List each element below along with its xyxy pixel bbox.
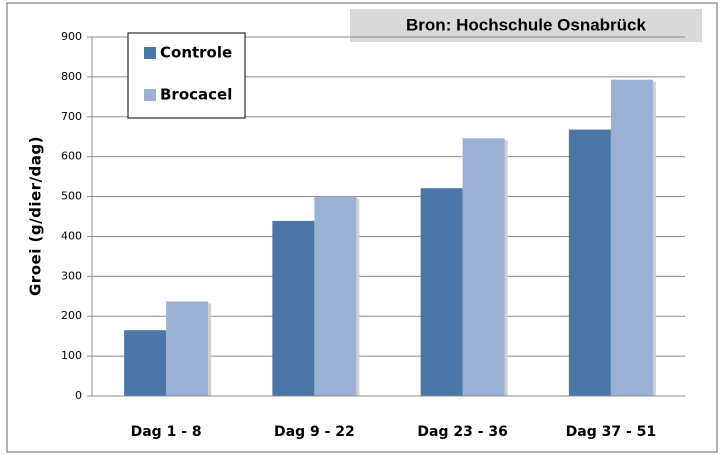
y-tick-label: 600 xyxy=(61,150,82,163)
bar xyxy=(166,301,209,396)
x-tick-label: Dag 37 - 51 xyxy=(566,424,657,440)
bar xyxy=(272,220,315,396)
y-tick-label: 700 xyxy=(61,110,82,123)
y-axis-label: Groei (g/dier/dag) xyxy=(27,136,45,296)
x-tick-label: Dag 9 - 22 xyxy=(274,424,355,440)
bar xyxy=(610,79,653,396)
legend-label: Brocacel xyxy=(160,86,232,104)
bar xyxy=(124,330,167,396)
y-tick-label: 300 xyxy=(61,269,82,282)
y-tick-label: 200 xyxy=(61,309,82,322)
legend-swatch xyxy=(144,47,156,59)
y-tick-label: 800 xyxy=(61,70,82,83)
x-tick-label: Dag 1 - 8 xyxy=(131,424,202,440)
bar xyxy=(314,196,357,396)
y-tick-label: 0 xyxy=(75,389,82,402)
bar xyxy=(420,188,463,396)
bar xyxy=(568,129,611,396)
y-tick-label: 900 xyxy=(61,30,82,43)
y-tick-label: 400 xyxy=(61,229,82,242)
legend-label: Controle xyxy=(160,44,232,62)
legend-swatch xyxy=(144,89,156,101)
y-tick-label: 500 xyxy=(61,190,82,203)
bar xyxy=(462,138,505,396)
source-label: Bron: Hochschule Osnabrück xyxy=(406,15,646,34)
y-tick-label: 100 xyxy=(61,349,82,362)
x-tick-label: Dag 23 - 36 xyxy=(417,424,508,440)
